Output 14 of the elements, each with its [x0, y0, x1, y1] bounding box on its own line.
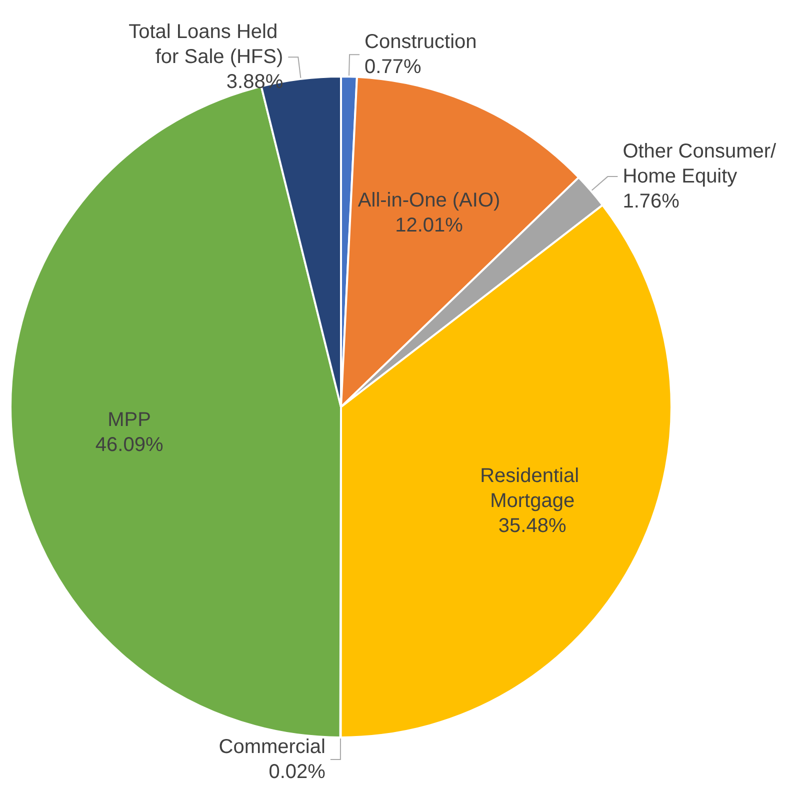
slice-label: Other Consumer/Home Equity	[622, 140, 777, 188]
data-label: 0.02%	[268, 760, 326, 783]
data-label: 46.09%	[95, 434, 164, 456]
slice-label: All-in-One (AIO)	[358, 189, 500, 212]
slice-label: Commercial	[218, 736, 326, 758]
data-label: 12.01%	[395, 214, 464, 236]
slice-label: Construction	[364, 31, 477, 54]
slice-label: Residential Mortgage	[480, 465, 585, 512]
data-label: 0.77%	[364, 56, 422, 78]
slice-label: MPP	[108, 409, 151, 432]
data-label: 3.88%	[226, 71, 284, 94]
slice-label: Total Loans Held for Sale (HFS)	[128, 21, 284, 68]
data-label: 35.48%	[498, 515, 566, 538]
data-label: 1.76%	[622, 190, 680, 213]
